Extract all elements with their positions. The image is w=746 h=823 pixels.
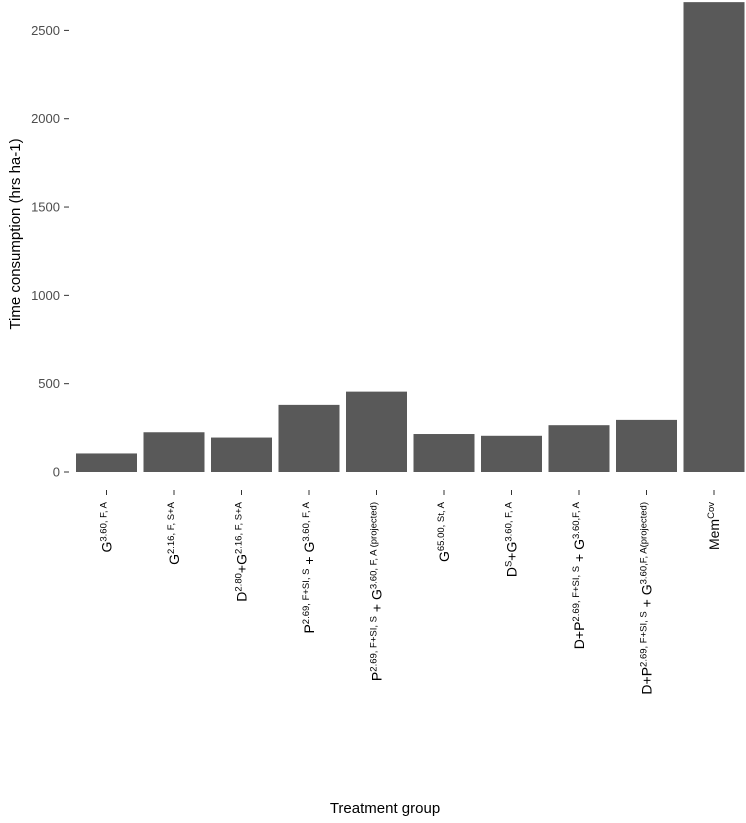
y-axis: 0 500 1000 1500 2000 2500: [31, 23, 69, 480]
bar: [683, 2, 745, 472]
x-tick-label: D+P2.69, F+SI, S + G3.60,F, A(projected): [638, 502, 655, 695]
y-axis-title: Time consumption (hrs ha-1): [7, 138, 24, 329]
y-tick-label: 500: [38, 376, 60, 391]
x-tick-label: MemCov: [706, 502, 723, 550]
bar: [211, 437, 272, 472]
x-tick-label: P2.69, F+SI, S + G3.60, F, A (projected): [368, 502, 385, 681]
y-tick-label: 1000: [31, 288, 60, 303]
bar: [548, 425, 610, 472]
bar: [616, 419, 677, 472]
bar: [76, 453, 137, 472]
bar: [481, 435, 542, 472]
bar: [278, 404, 340, 472]
bar: [346, 391, 407, 472]
bars: [76, 2, 745, 472]
x-axis-title: Treatment group: [330, 800, 440, 817]
x-tick-label: P2.69, F+SI, S + G3.60, F, A: [301, 501, 318, 633]
x-tick-label: G2.16, F, S+A: [166, 501, 183, 565]
y-tick-label: 0: [53, 465, 60, 480]
bar: [413, 434, 475, 472]
x-axis: G3.60, F, A G2.16, F, S+A D2.80+G2.16, F, …: [98, 490, 722, 695]
x-tick-label: D2.80+G2.16, F, S+A: [233, 501, 250, 601]
bar: [143, 432, 205, 472]
x-tick-label: G65.00, St, A: [436, 501, 453, 562]
x-tick-label: G3.60, F, A: [98, 501, 115, 552]
y-tick-label: 2000: [31, 111, 60, 126]
y-tick-label: 1500: [31, 200, 60, 215]
x-tick-label: D+P2.69, F+SI, S + G3.60,F, A: [571, 501, 588, 649]
y-tick-label: 2500: [31, 23, 60, 38]
x-tick-label: DS+G3.60, F, A: [503, 501, 520, 577]
